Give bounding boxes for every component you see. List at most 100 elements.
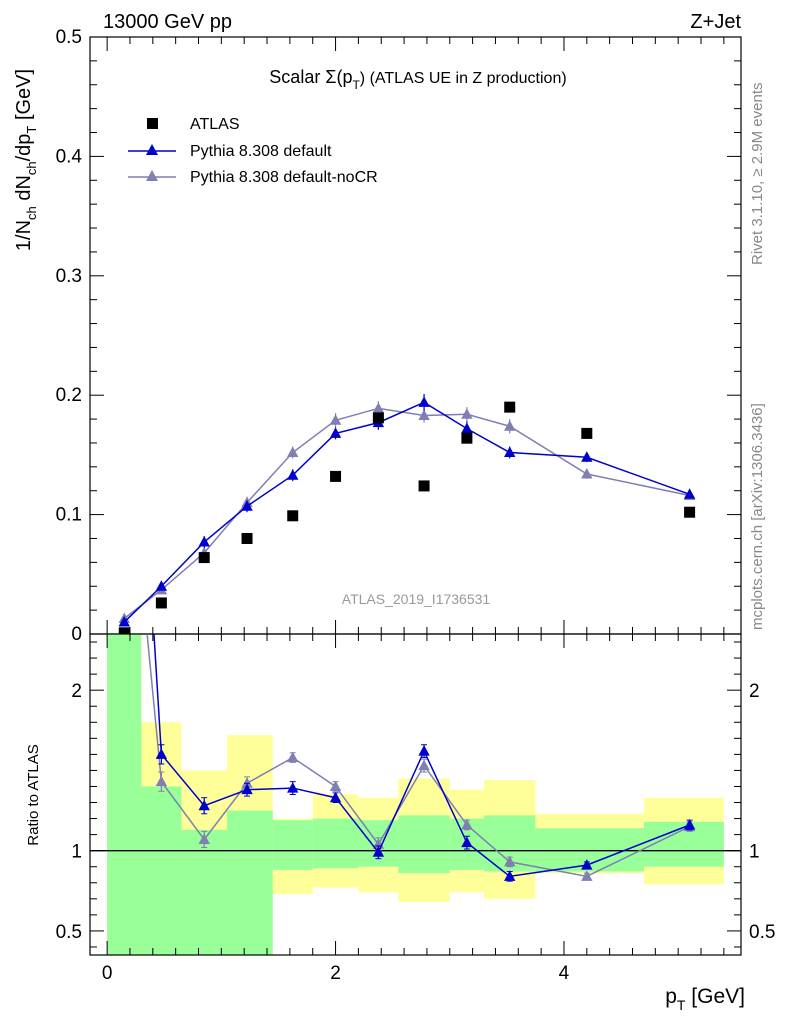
atlas-data-point — [330, 470, 342, 482]
ratio-series-point — [287, 782, 299, 793]
ratio-series-point — [329, 780, 342, 791]
x-axis-label-end: [GeV] — [685, 985, 745, 1008]
main-title-end: ) (ATLAS UE in Z production) — [360, 70, 567, 87]
header-process-label: Z+Jet — [690, 11, 741, 33]
atlas-data-point — [581, 427, 593, 439]
atlas-data-point — [241, 532, 253, 544]
atlas-data-point — [504, 401, 516, 413]
atlas-data-point — [418, 480, 430, 492]
ratio-series-point — [418, 745, 430, 756]
main-panel: 0.1 0.2 0.3 0.4 0.5 0 — [56, 27, 742, 645]
header-energy-label: 13000 GeV pp — [103, 11, 232, 33]
legend-nocr-label: Pythia 8.308 default-noCR — [190, 169, 378, 186]
main-series-point — [329, 427, 342, 438]
ratio-y-tick-label-right: 0.5 — [749, 922, 775, 943]
main-series-point — [287, 469, 299, 480]
main-y-tick-label: 0.2 — [56, 385, 82, 406]
main-series-point — [504, 420, 516, 431]
main-series-point — [155, 580, 168, 591]
legend: ATLAS Pythia 8.308 default Pythia 8.308 … — [128, 116, 378, 186]
main-series-point — [372, 402, 385, 413]
ratio-series-point — [461, 818, 473, 830]
ratio-series-point — [504, 870, 516, 881]
main-y-tick-label: 0.3 — [56, 266, 82, 287]
ratio-series-point — [329, 791, 342, 803]
ratio-y-axis-label: Ratio to ATLAS — [25, 744, 42, 845]
atlas-data-point — [372, 412, 384, 424]
ratio-series-point — [461, 836, 473, 848]
ratio-series-point — [155, 748, 168, 759]
ratio-offscale-line — [153, 633, 163, 755]
x-tick-label: 2 — [330, 963, 341, 984]
main-y-tick-label: 0 — [71, 624, 82, 645]
main-series-point — [329, 414, 342, 425]
atlas-data-point — [684, 506, 696, 518]
ratio-band-green — [312, 818, 359, 869]
main-series-point — [287, 446, 299, 458]
x-tick-label: 4 — [559, 963, 570, 984]
ratio-series-point — [504, 855, 516, 867]
analysis-watermark: ATLAS_2019_I1736531 — [342, 591, 491, 607]
main-title-main: Scalar Σ(p — [269, 67, 352, 87]
main-y-tick-label: 0.4 — [56, 146, 83, 167]
atlas-data-point — [198, 552, 210, 564]
main-series-point — [461, 422, 473, 434]
main-series-point — [581, 451, 593, 462]
ratio-y-tick-label: 0.5 — [56, 922, 82, 943]
ratio-band-green — [107, 634, 142, 955]
ratio-series-point — [241, 777, 253, 788]
main-series-point — [504, 446, 516, 458]
main-frame — [89, 36, 742, 635]
ratio-panel: 0.5 0.5 1 1 2 2 0 2 4 — [56, 633, 775, 984]
ratio-series-point — [372, 846, 385, 857]
atlas-data-point — [155, 597, 167, 609]
main-series-point — [118, 616, 130, 627]
main-series-point — [198, 536, 210, 547]
x-tick-label: 0 — [102, 963, 113, 984]
main-series-point — [418, 396, 430, 407]
atlas-data-point — [461, 432, 473, 444]
ratio-series-point — [418, 759, 430, 771]
side-rivet-label: Rivet 3.1.10, ≥ 2.9M events — [749, 83, 766, 266]
main-series-point — [241, 500, 253, 511]
main-y-tick-label: 0.1 — [56, 505, 82, 526]
x-axis-label: pT [GeV] — [665, 985, 745, 1013]
x-axis-label-main: p — [665, 985, 677, 1008]
main-title-sub: T — [352, 78, 360, 92]
main-series-point — [418, 409, 430, 420]
main-y-tick-label: 0.5 — [56, 27, 82, 48]
legend-atlas-marker — [147, 118, 158, 129]
x-axis-label-sub: T — [677, 997, 686, 1013]
ratio-band-green — [272, 820, 313, 870]
atlas-data-point — [287, 510, 299, 522]
ratio-band-green — [398, 815, 450, 874]
ratio-band-green — [141, 786, 182, 955]
ratio-series-point — [683, 818, 696, 830]
ratio-frame — [89, 633, 742, 956]
ratio-y-tick-label-right: 2 — [749, 681, 760, 702]
main-title: Scalar Σ(pT) (ATLAS UE in Z production) — [269, 67, 566, 92]
ratio-y-tick-label: 2 — [71, 681, 82, 702]
ratio-series-point — [241, 783, 253, 795]
atlas-data-point — [118, 627, 130, 639]
ratio-y-tick-label: 1 — [71, 842, 82, 863]
ratio-band-green — [643, 821, 724, 867]
legend-default-label: Pythia 8.308 default — [190, 143, 332, 160]
ratio-series-point — [287, 751, 299, 763]
main-series-line — [123, 407, 690, 620]
ratio-series-point — [155, 775, 168, 787]
main-series-point — [581, 468, 593, 479]
ratio-series-point — [581, 870, 593, 881]
ratio-band-green — [227, 810, 273, 955]
ratio-series-point — [581, 859, 593, 870]
main-series-point — [461, 408, 473, 419]
ratio-y-tick-label-right: 1 — [749, 842, 760, 863]
legend-default-marker — [146, 144, 158, 155]
legend-atlas-label: ATLAS — [190, 116, 240, 133]
ratio-band-green — [181, 829, 228, 955]
ratio-series-point — [198, 833, 210, 844]
main-series-point — [683, 488, 696, 499]
ratio-series-point — [198, 799, 210, 811]
side-mcplots-label: mcplots.cern.ch [arXiv:1306.3436] — [749, 403, 766, 630]
